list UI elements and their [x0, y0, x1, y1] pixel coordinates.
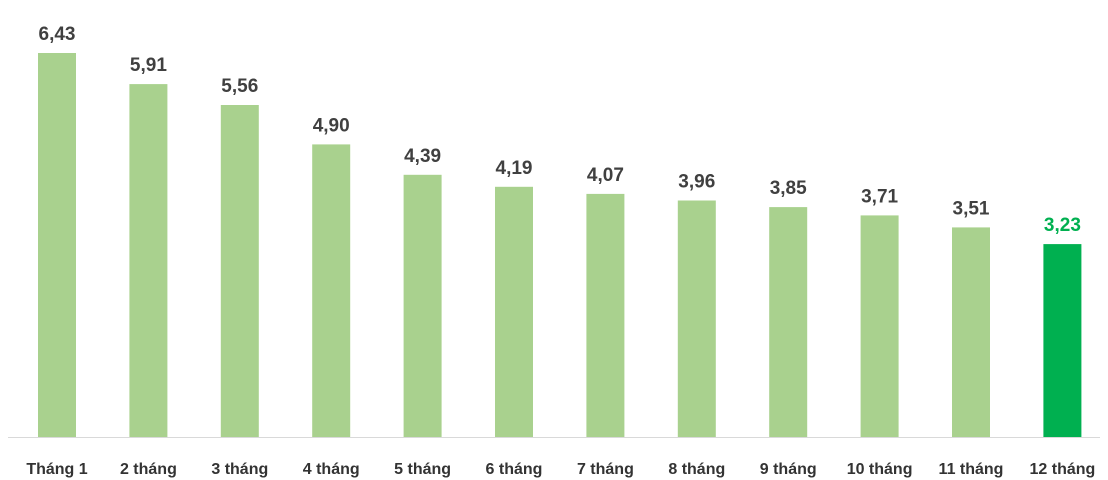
x-tick-label-11: 11 tháng	[939, 461, 1004, 478]
value-label-3: 5,56	[221, 76, 258, 97]
value-label-6: 4,19	[496, 158, 533, 179]
x-tick-label-8: 8 tháng	[668, 461, 725, 478]
bar-9	[769, 207, 808, 437]
x-tick-label-1: Tháng 1	[26, 461, 87, 478]
x-tick-label-6: 6 tháng	[486, 461, 543, 478]
bar-2	[129, 84, 168, 437]
x-tick-label-4: 4 tháng	[303, 461, 360, 478]
x-tick-label-7: 7 tháng	[577, 461, 634, 478]
value-label-8: 3,96	[678, 172, 715, 193]
x-tick-label-3: 3 tháng	[211, 461, 268, 478]
bar-11	[952, 227, 990, 437]
bar-12	[1043, 244, 1082, 437]
value-label-1: 6,43	[39, 24, 76, 45]
value-label-2: 5,91	[130, 55, 167, 76]
value-label-4: 4,90	[313, 115, 350, 136]
x-tick-label-5: 5 tháng	[394, 461, 451, 478]
bar-4	[312, 144, 351, 437]
bar-1	[38, 53, 76, 437]
x-tick-label-9: 9 tháng	[760, 461, 817, 478]
x-tick-label-2: 2 tháng	[120, 461, 177, 478]
bar-5	[403, 174, 442, 438]
value-label-9: 3,85	[770, 178, 807, 199]
x-tick-label-10: 10 tháng	[847, 461, 913, 478]
value-label-11: 3,51	[953, 198, 990, 219]
bar-10	[860, 215, 899, 437]
bar-7	[586, 193, 625, 437]
value-label-7: 4,07	[587, 165, 624, 186]
value-label-10: 3,71	[861, 186, 898, 207]
bar-6	[495, 186, 533, 437]
bar-3	[220, 105, 259, 437]
x-tick-label-12: 12 tháng	[1030, 461, 1096, 478]
value-label-12: 3,23	[1044, 215, 1081, 236]
bar-8	[677, 200, 716, 437]
value-label-5: 4,39	[404, 146, 441, 167]
